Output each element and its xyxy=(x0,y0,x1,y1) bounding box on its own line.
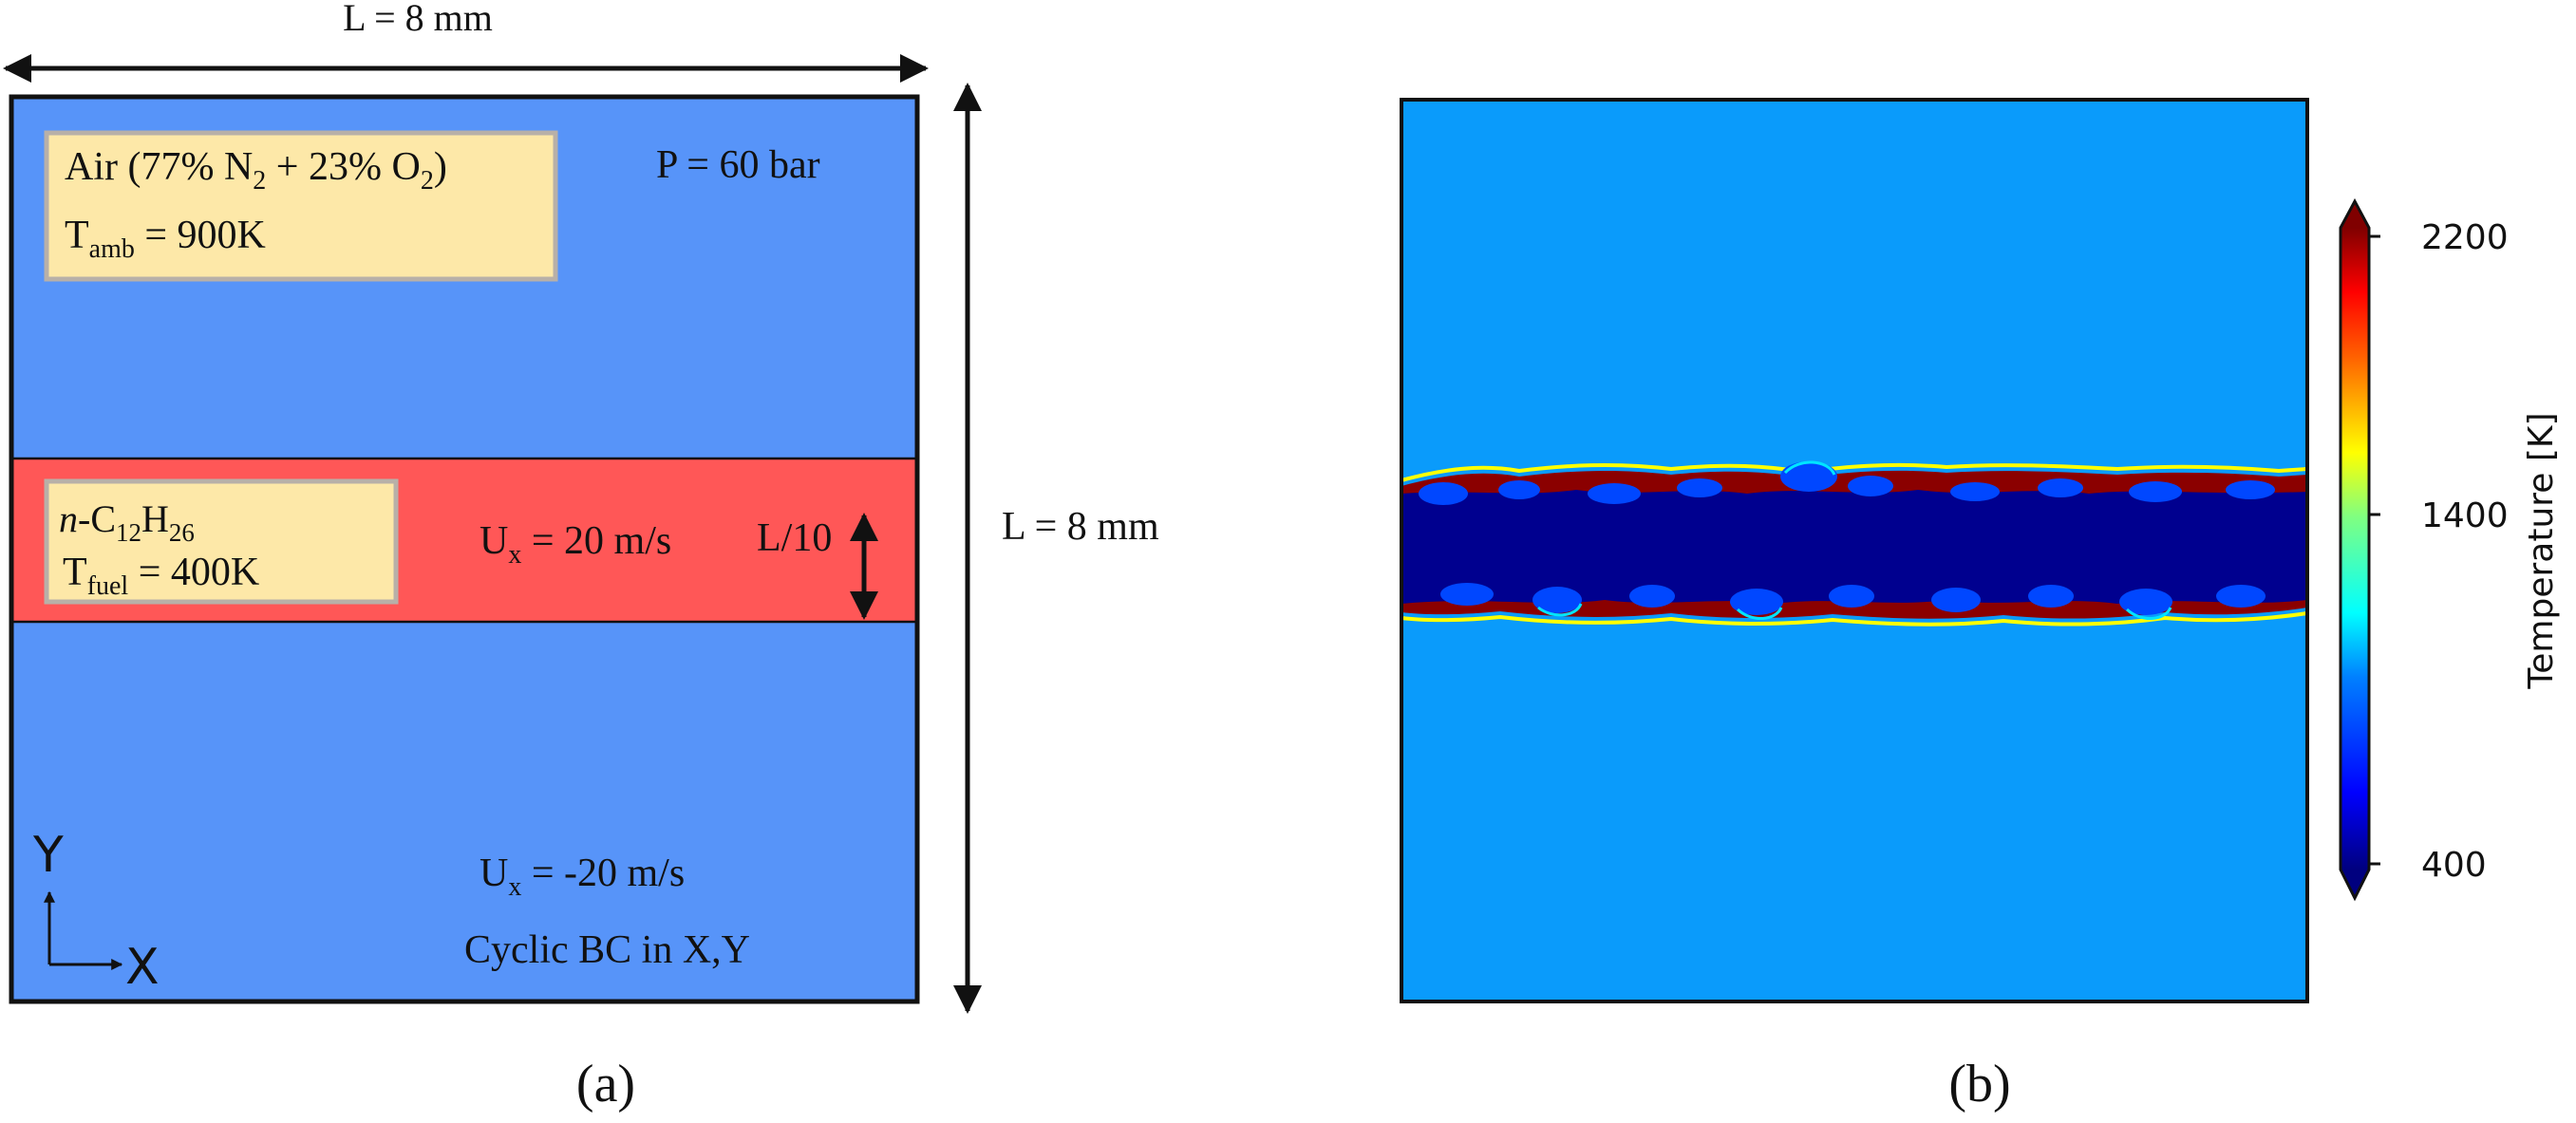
temperature-colorbar: 2200 1400 400 Temperature [K] xyxy=(2339,197,2561,902)
lower-flame-edge xyxy=(1401,611,2307,627)
colorbar-tick-label-400: 400 xyxy=(2421,846,2487,885)
coordinate-axes: Y X xyxy=(32,827,160,996)
fuel-properties-box xyxy=(44,478,399,605)
colorbar-tick-label-1400: 1400 xyxy=(2421,496,2509,535)
fuel-core xyxy=(1401,490,2307,604)
top-dimension-label: L = 8 mm xyxy=(343,0,493,39)
y-axis-label: Y xyxy=(32,827,64,884)
colorbar-tick-label-2200: 2200 xyxy=(2421,218,2509,257)
fuel-velocity-label: Ux = 20 m/s xyxy=(479,519,671,570)
temperature-field-border xyxy=(1400,98,2309,1003)
vortex-structures xyxy=(1419,461,2275,615)
lower-flame-sheet xyxy=(1401,598,2307,619)
panel-a: L = 8 mm Air (77% N2 + 23% O2) Tamb = 90… xyxy=(2,0,1159,1114)
ambient-temperature-label: Tamb = 900K xyxy=(65,214,266,264)
pressure-label: P = 60 bar xyxy=(656,143,820,187)
colorbar-top-extension xyxy=(2341,201,2369,228)
air-velocity-label: Ux = -20 m/s xyxy=(479,852,685,902)
temperature-field-contours xyxy=(1401,460,2307,627)
air-composition-label: Air (77% N2 + 23% O2) xyxy=(65,145,447,196)
right-dimension-label: L = 8 mm xyxy=(1002,505,1159,549)
fuel-species-label: n-C12H26 xyxy=(59,497,195,547)
panel-a-caption: (a) xyxy=(576,1055,635,1114)
colorbar-body xyxy=(2341,228,2369,870)
air-properties-box xyxy=(44,130,558,282)
x-axis-label: X xyxy=(125,939,160,996)
jet-width-label: L/10 xyxy=(757,516,832,560)
panel-b-caption: (b) xyxy=(1948,1055,2010,1114)
colorbar-outline xyxy=(2339,197,2371,902)
vortex-highlights xyxy=(1537,460,2172,620)
panel-b: 2200 1400 400 Temperature [K] (b) xyxy=(1400,98,2561,1114)
colorbar-bottom-extension xyxy=(2341,870,2369,898)
domain-border xyxy=(9,94,920,1004)
air-region-bottom xyxy=(11,622,917,1001)
colorbar-axis-label: Temperature [K] xyxy=(2522,412,2561,689)
boundary-condition-label: Cyclic BC in X,Y xyxy=(464,928,750,972)
fuel-temperature-label: Tfuel = 400K xyxy=(63,551,259,601)
